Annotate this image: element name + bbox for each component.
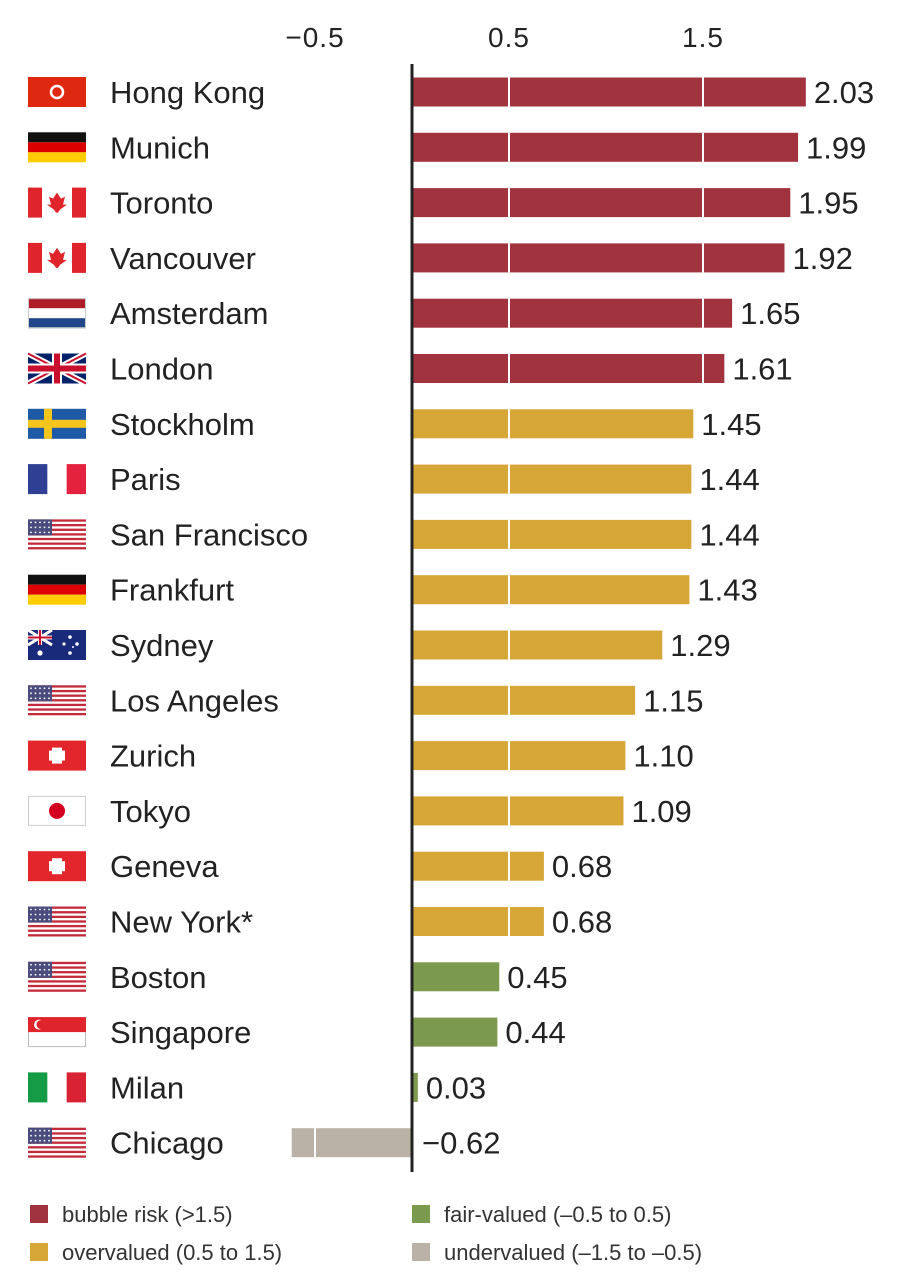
chart-legend: bubble risk (>1.5) fair-valued (–0.5 to 0… — [30, 1202, 702, 1265]
category-label: Vancouver — [110, 241, 256, 276]
category-label: Amsterdam — [110, 296, 268, 331]
value-label: 2.03 — [814, 75, 874, 110]
flag-icon-toronto — [28, 187, 86, 218]
bar-zurich — [412, 741, 626, 771]
category-label: Los Angeles — [110, 683, 279, 718]
flag-icon-new-york — [28, 906, 86, 937]
x-tick-label: −0.5 — [285, 22, 344, 53]
value-label: 1.43 — [697, 573, 757, 608]
value-label: 1.45 — [701, 407, 761, 442]
flag-icon-stockholm — [28, 408, 86, 439]
legend-label-fair: fair-valued (–0.5 to 0.5) — [444, 1202, 671, 1227]
value-label: 0.03 — [426, 1070, 486, 1105]
value-label: 1.15 — [643, 683, 703, 718]
category-label: Sydney — [110, 628, 214, 663]
flag-icon-tokyo — [28, 795, 86, 826]
bar-toronto — [412, 188, 791, 218]
bar-boston — [412, 962, 500, 992]
bar-vancouver — [412, 243, 785, 273]
bar-chicago — [291, 1128, 412, 1158]
category-label: Hong Kong — [110, 75, 265, 110]
value-label: 0.68 — [552, 849, 612, 884]
flag-icon-vancouver — [28, 242, 86, 273]
category-label: Singapore — [110, 1015, 251, 1050]
value-label: 1.29 — [670, 628, 730, 663]
value-label: 0.44 — [505, 1015, 565, 1050]
legend-swatch-over — [30, 1243, 48, 1261]
bar-paris — [412, 464, 692, 494]
category-label: Munich — [110, 130, 210, 165]
flag-icon-boston — [28, 961, 86, 992]
flag-icon-milan — [28, 1072, 86, 1103]
legend-swatch-bubble — [30, 1205, 48, 1223]
value-label: 1.44 — [699, 517, 759, 552]
x-tick-label: 1.5 — [682, 22, 724, 53]
category-label: San Francisco — [110, 517, 308, 552]
category-label: Toronto — [110, 186, 213, 221]
category-label: New York* — [110, 905, 253, 940]
flag-icon-hong-kong — [28, 77, 86, 107]
bar-frankfurt — [412, 575, 690, 605]
category-label: Boston — [110, 960, 207, 995]
flag-icon-sydney — [27, 628, 86, 660]
category-label: Chicago — [110, 1126, 224, 1161]
bar-hong-kong — [412, 77, 806, 107]
category-label: Geneva — [110, 849, 219, 884]
bar-london — [412, 354, 725, 383]
bar-los-angeles — [412, 685, 636, 715]
flag-icon-london — [26, 350, 88, 387]
flag-icon-geneva — [28, 851, 86, 882]
category-label: Frankfurt — [110, 573, 234, 608]
chart-rows: Hong Kong 2.03 Munich 1.99 Toronto 1.95 Vancou… — [26, 75, 874, 1161]
flag-icon-frankfurt — [28, 574, 86, 605]
value-label: 1.10 — [633, 739, 693, 774]
flag-icon-singapore — [28, 1017, 86, 1048]
value-label: 1.95 — [798, 186, 858, 221]
legend-label-bubble: bubble risk (>1.5) — [62, 1202, 233, 1227]
legend-swatch-under — [412, 1243, 430, 1261]
legend-label-over: overvalued (0.5 to 1.5) — [62, 1240, 282, 1265]
bar-sydney — [412, 630, 663, 660]
category-label: Stockholm — [110, 407, 255, 442]
category-label: Zurich — [110, 739, 196, 774]
value-label: 1.44 — [699, 462, 759, 497]
legend-label-under: undervalued (–1.5 to –0.5) — [444, 1240, 702, 1265]
value-label: 1.61 — [732, 352, 792, 387]
value-label: 1.65 — [740, 296, 800, 331]
flag-icon-paris — [28, 464, 86, 495]
category-label: Tokyo — [110, 794, 191, 829]
value-label: 0.45 — [507, 960, 567, 995]
bar-new-york — [412, 907, 544, 936]
bar-geneva — [412, 851, 544, 881]
value-label: 0.68 — [552, 905, 612, 940]
value-label: −0.62 — [422, 1126, 500, 1161]
bar-munich — [412, 132, 799, 162]
x-tick-label: 0.5 — [488, 22, 530, 53]
legend-swatch-fair — [412, 1205, 430, 1223]
bar-milan — [412, 1072, 418, 1102]
value-label: 1.09 — [631, 794, 691, 829]
category-label: London — [110, 352, 213, 387]
value-label: 1.92 — [792, 241, 852, 276]
bar-tokyo — [412, 796, 624, 826]
flag-icon-munich — [28, 132, 86, 163]
bar-amsterdam — [412, 298, 733, 328]
category-label: Milan — [110, 1070, 184, 1105]
flag-icon-zurich — [28, 740, 86, 771]
category-label: Paris — [110, 462, 181, 497]
bar-san-francisco — [412, 519, 692, 549]
flag-icon-amsterdam — [28, 298, 86, 329]
bar-stockholm — [412, 409, 694, 439]
flag-icon-san-francisco — [28, 519, 86, 550]
x-axis-ticks: −0.5 0.5 1.5 — [285, 22, 724, 53]
bar-singapore — [412, 1017, 498, 1047]
flag-icon-los-angeles — [28, 685, 86, 716]
flag-icon-chicago — [28, 1127, 86, 1158]
value-label: 1.99 — [806, 130, 866, 165]
